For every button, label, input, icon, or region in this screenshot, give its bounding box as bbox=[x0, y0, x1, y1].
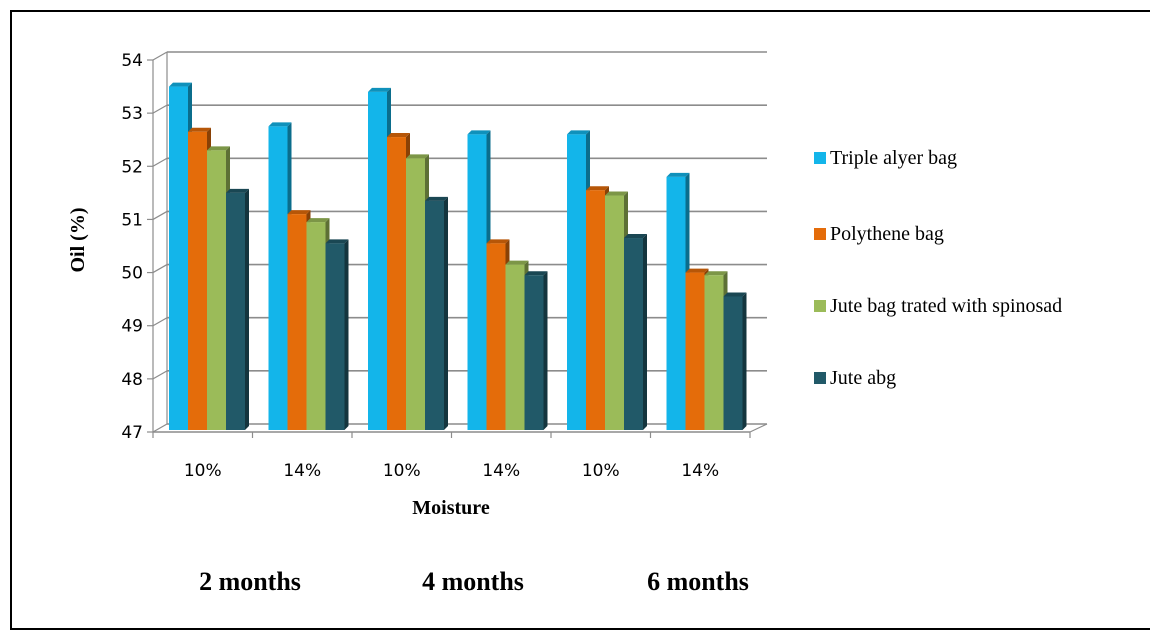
y-tick-label: 48 bbox=[121, 370, 143, 390]
side-gridline bbox=[152, 104, 168, 114]
y-tick-labels: 47 48 49 50 51 52 53 54 bbox=[121, 51, 143, 443]
period-labels: 2 months 4 months 6 months bbox=[199, 567, 749, 596]
legend-swatch bbox=[814, 152, 826, 164]
y-tick-label: 49 bbox=[121, 317, 143, 337]
bar-top bbox=[467, 130, 491, 135]
x-tick-label: 14% bbox=[283, 461, 321, 481]
bar bbox=[704, 275, 724, 430]
side-gridline bbox=[152, 317, 168, 327]
y-tick-label: 51 bbox=[121, 210, 143, 230]
legend-swatch bbox=[814, 300, 826, 312]
bar-top bbox=[704, 271, 728, 276]
bar-top bbox=[368, 87, 391, 92]
bar bbox=[567, 134, 586, 430]
x-tick-label: 10% bbox=[582, 461, 620, 481]
bar-top bbox=[268, 122, 292, 127]
legend-label: Polythene bag bbox=[830, 223, 944, 245]
bar-top bbox=[226, 188, 249, 193]
bar bbox=[368, 91, 387, 430]
bar-top bbox=[406, 154, 429, 159]
oil-moisture-chart: 47 48 49 50 51 52 53 54 10% 14% 10% 14% 10% 14% Oil … bbox=[67, 51, 1062, 596]
bar-top bbox=[188, 127, 211, 132]
x-tick-label: 14% bbox=[681, 461, 719, 481]
bar bbox=[467, 134, 487, 430]
bar bbox=[226, 192, 245, 430]
period-label: 4 months bbox=[422, 567, 524, 596]
bar bbox=[723, 296, 743, 430]
bar-side bbox=[643, 234, 647, 430]
bar-top bbox=[666, 172, 690, 177]
bar-side bbox=[245, 188, 249, 430]
floor-edge bbox=[749, 423, 768, 433]
bar bbox=[306, 222, 326, 430]
bar-top bbox=[685, 268, 709, 273]
bar bbox=[425, 200, 444, 430]
x-tick-label: 14% bbox=[482, 461, 520, 481]
x-tick-label: 10% bbox=[383, 461, 421, 481]
legend-swatch bbox=[814, 228, 826, 240]
side-gridline bbox=[152, 264, 168, 274]
axes-layer bbox=[147, 52, 768, 438]
bar-top bbox=[207, 146, 230, 151]
bar bbox=[268, 126, 288, 430]
bar-top bbox=[505, 260, 529, 265]
bar-top bbox=[387, 133, 410, 138]
side-gridline bbox=[152, 51, 168, 61]
period-label: 2 months bbox=[199, 567, 301, 596]
legend-label: Jute abg bbox=[830, 367, 896, 389]
bar bbox=[486, 243, 506, 430]
y-tick-label: 54 bbox=[121, 51, 143, 71]
bar-top bbox=[486, 239, 510, 244]
period-label: 6 months bbox=[647, 567, 749, 596]
bar bbox=[666, 176, 686, 430]
x-tick-label: 10% bbox=[184, 461, 222, 481]
bar bbox=[524, 275, 544, 430]
bar bbox=[325, 243, 345, 430]
bar-top bbox=[425, 196, 448, 201]
legend: Triple alyer bag Polythene bag Jute bag tr… bbox=[814, 147, 1062, 389]
legend-swatch bbox=[814, 372, 826, 384]
bar bbox=[685, 272, 705, 430]
bar-top bbox=[524, 271, 548, 276]
bar bbox=[406, 158, 425, 431]
bar bbox=[624, 238, 643, 430]
bar-top bbox=[567, 130, 590, 135]
y-tick-label: 47 bbox=[121, 423, 143, 443]
bars-layer bbox=[169, 82, 747, 431]
bar bbox=[505, 264, 525, 430]
bar-side bbox=[344, 239, 349, 430]
bar bbox=[605, 195, 624, 430]
y-tick-label: 50 bbox=[121, 264, 143, 284]
bar bbox=[169, 86, 188, 431]
legend-label: Triple alyer bag bbox=[830, 147, 957, 169]
bar-side bbox=[742, 292, 747, 430]
bar-top bbox=[325, 239, 349, 244]
side-gridline bbox=[152, 157, 168, 167]
bar bbox=[207, 150, 226, 431]
bar-side bbox=[444, 196, 448, 430]
bar bbox=[586, 190, 605, 430]
bar-top bbox=[624, 234, 647, 239]
x-axis-title: Moisture bbox=[412, 497, 490, 519]
side-gridline bbox=[152, 423, 168, 433]
side-gridline bbox=[152, 210, 168, 220]
bar-top bbox=[605, 191, 628, 196]
bar-top bbox=[723, 292, 747, 297]
bar bbox=[387, 137, 406, 431]
bar bbox=[188, 131, 207, 430]
x-tick-labels: 10% 14% 10% 14% 10% 14% bbox=[184, 461, 719, 481]
legend-label: Jute bag trated with spinosad bbox=[830, 295, 1062, 317]
bar-top bbox=[586, 186, 609, 191]
side-gridline bbox=[152, 370, 168, 380]
y-tick-label: 53 bbox=[121, 104, 143, 124]
bar bbox=[287, 214, 307, 430]
y-tick-label: 52 bbox=[121, 157, 143, 177]
bar-top bbox=[287, 210, 311, 215]
bar-top bbox=[306, 218, 330, 223]
y-axis-title: Oil (%) bbox=[67, 208, 89, 273]
bar-top bbox=[169, 82, 192, 87]
bar-side bbox=[543, 271, 548, 430]
